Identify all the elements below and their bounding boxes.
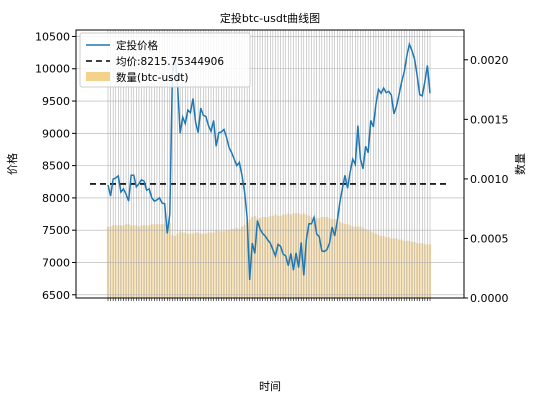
left-axis-tick-label: 7500 [42,224,70,237]
left-axis-tick-label: 6500 [42,289,70,302]
left-axis-tick-label: 8000 [42,192,70,205]
price-line [107,41,431,280]
legend-price-label: 定投价格 [116,39,158,52]
legend-box [79,32,251,88]
legend: 定投价格 均价:8215.75344906 数量(btc-usdt) [79,32,251,88]
right-axis-tick-label: 0.0020 [470,54,509,67]
right-axis-tick-label: 0.0010 [470,173,509,186]
quantity-bars [106,213,432,298]
left-axis-tick-label: 10500 [35,30,70,43]
left-axis-tick-label: 9000 [42,127,70,140]
left-axis: 6500 7000 7500 8000 8500 9000 9500 10000 10500 [35,30,76,302]
legend-quantity-swatch [86,72,110,81]
y-axis-left-label: 价格 [5,153,19,175]
legend-quantity-label: 数量(btc-usdt) [116,71,188,84]
left-axis-tick-label: 10000 [35,63,70,76]
right-axis-tick-label: 0.0000 [470,292,509,305]
x-axis [107,298,431,301]
right-axis-tick-label: 0.0015 [470,113,509,126]
right-axis: 0.0000 0.0005 0.0010 0.0015 0.0020 [464,54,509,305]
x-axis-label: 时间 [259,380,281,393]
left-axis-tick-label: 8500 [42,160,70,173]
left-axis-tick-label: 9500 [42,95,70,108]
y-axis-right-label: 数量 [514,153,527,175]
chart-title: 定投btc-usdt曲线图 [220,11,320,25]
legend-average-label: 均价:8215.75344906 [116,56,224,68]
right-axis-tick-label: 0.0005 [470,232,509,245]
grid-lines [76,30,464,298]
left-axis-tick-label: 7000 [42,256,70,269]
